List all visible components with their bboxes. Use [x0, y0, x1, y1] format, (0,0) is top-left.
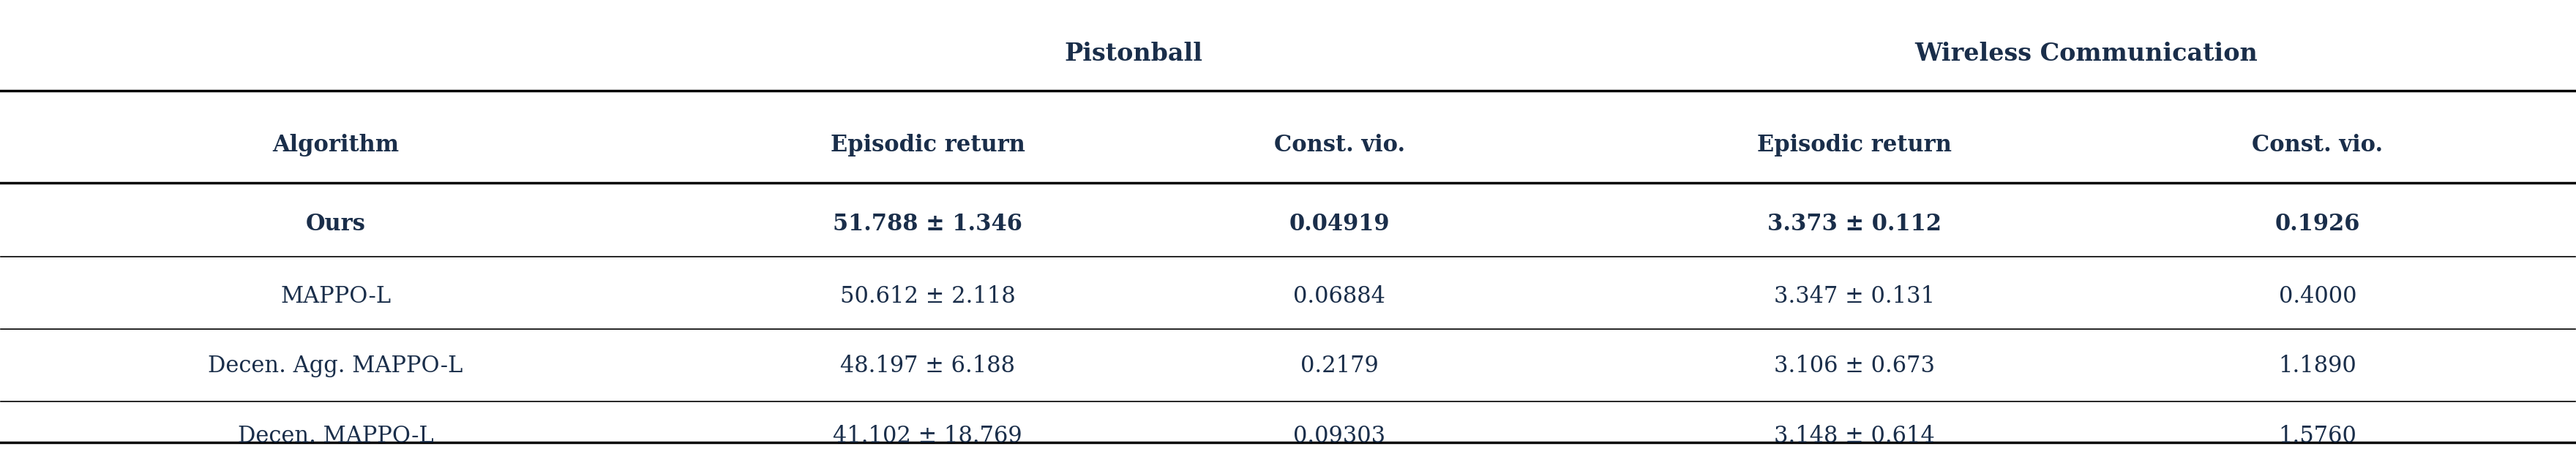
Text: Episodic return: Episodic return: [829, 134, 1025, 157]
Text: 50.612 ± 2.118: 50.612 ± 2.118: [840, 285, 1015, 308]
Text: Decen. MAPPO-L: Decen. MAPPO-L: [237, 425, 433, 448]
Text: 3.373 ± 0.112: 3.373 ± 0.112: [1767, 213, 1942, 235]
Text: Const. vio.: Const. vio.: [1275, 134, 1404, 157]
Text: 1.1890: 1.1890: [2280, 355, 2357, 378]
Text: 48.197 ± 6.188: 48.197 ± 6.188: [840, 355, 1015, 378]
Text: Algorithm: Algorithm: [273, 134, 399, 157]
Text: Pistonball: Pistonball: [1064, 41, 1203, 66]
Text: 3.106 ± 0.673: 3.106 ± 0.673: [1775, 355, 1935, 378]
Text: 51.788 ± 1.346: 51.788 ± 1.346: [832, 213, 1023, 235]
Text: Ours: Ours: [307, 213, 366, 235]
Text: 0.06884: 0.06884: [1293, 285, 1386, 308]
Text: 0.09303: 0.09303: [1293, 425, 1386, 448]
Text: Episodic return: Episodic return: [1757, 134, 1953, 157]
Text: 0.4000: 0.4000: [2280, 285, 2357, 308]
Text: Const. vio.: Const. vio.: [2251, 134, 2383, 157]
Text: 41.102 ± 18.769: 41.102 ± 18.769: [832, 425, 1023, 448]
Text: 0.2179: 0.2179: [1301, 355, 1378, 378]
Text: MAPPO-L: MAPPO-L: [281, 285, 392, 308]
Text: Wireless Communication: Wireless Communication: [1914, 41, 2257, 66]
Text: 3.148 ± 0.614: 3.148 ± 0.614: [1775, 425, 1935, 448]
Text: 0.04919: 0.04919: [1288, 213, 1391, 235]
Text: 0.1926: 0.1926: [2275, 213, 2360, 235]
Text: Decen. Agg. MAPPO-L: Decen. Agg. MAPPO-L: [209, 355, 464, 378]
Text: 3.347 ± 0.131: 3.347 ± 0.131: [1775, 285, 1935, 308]
Text: 1.5760: 1.5760: [2280, 425, 2357, 448]
